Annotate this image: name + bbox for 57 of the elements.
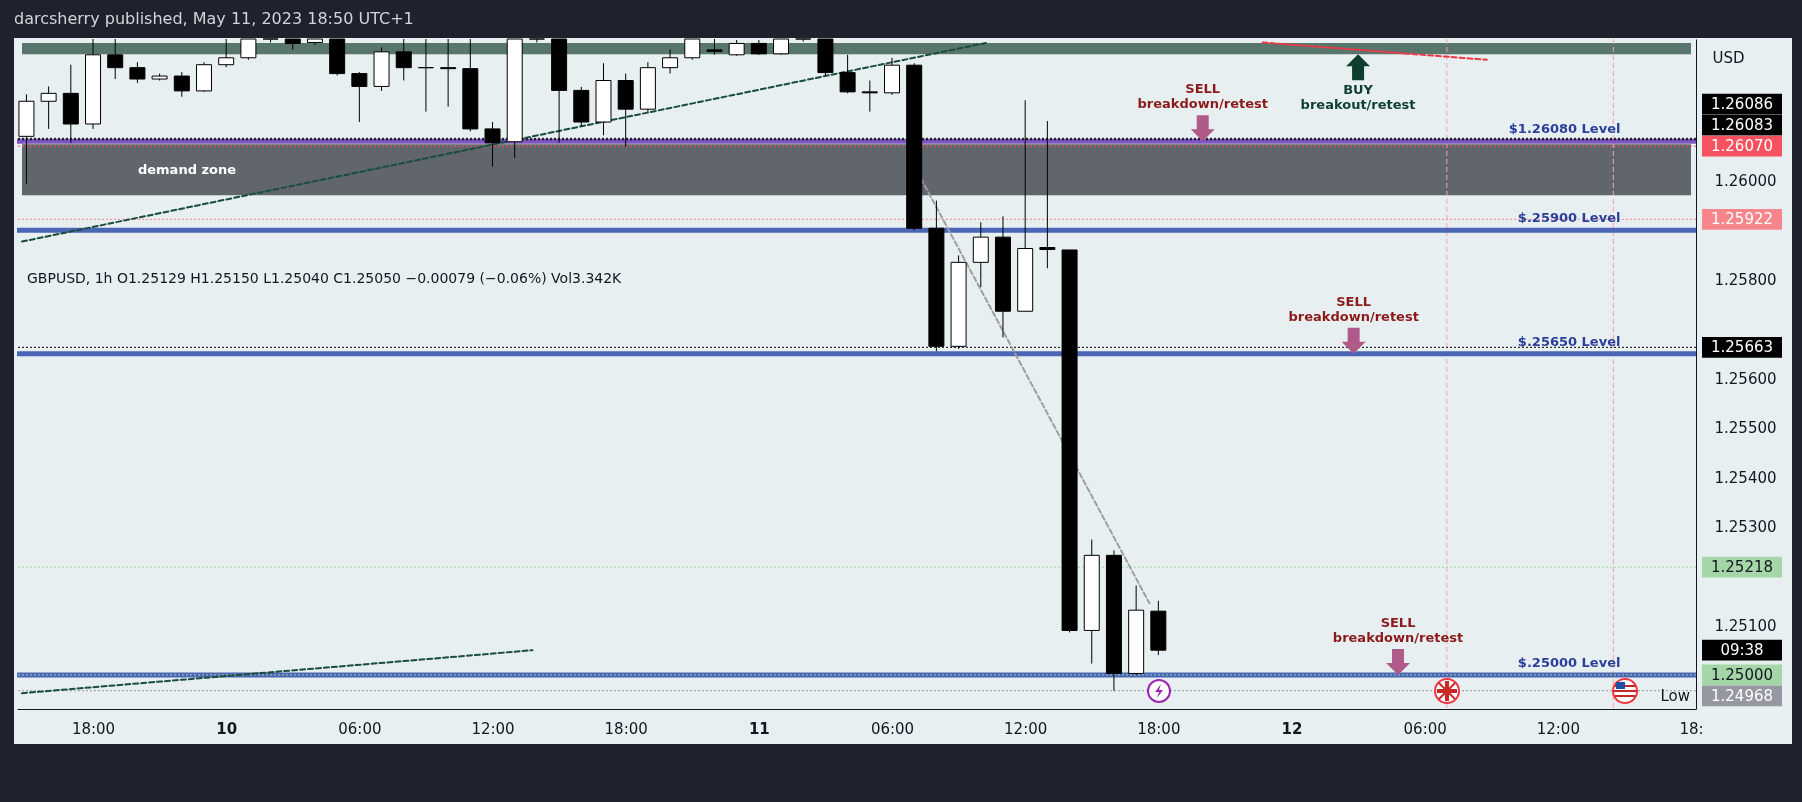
x-tick-label: 18: <box>1679 719 1704 738</box>
candlestick <box>129 61 146 84</box>
x-tick-label: 11 <box>748 719 770 738</box>
ref-line-label: 1.25663 <box>1710 338 1774 357</box>
candlestick <box>861 80 878 113</box>
x-tick-label: 10 <box>216 719 238 738</box>
x-tick-label: 18:00 <box>71 719 116 738</box>
candlestick <box>173 71 190 98</box>
candlestick <box>40 85 57 130</box>
candlestick <box>218 38 235 68</box>
ref-line-label: $1.26080 Level <box>1508 121 1621 137</box>
y-tick-label: 1.26000 <box>1714 172 1777 191</box>
ref-line-label: $.25650 Level <box>1517 333 1621 349</box>
chart-title: darcsherry published, May 11, 2023 18:50 UTC+1 <box>13 8 415 30</box>
candlestick <box>417 38 434 113</box>
candlestick <box>240 38 257 61</box>
y-tick-label: 1.25600 <box>1714 369 1777 388</box>
text: 09:38 <box>1720 641 1764 660</box>
x-tick-label: 18:00 <box>604 719 648 738</box>
ref-line-label: 1.25922 <box>1710 210 1774 229</box>
candlestick <box>528 38 545 43</box>
x-tick-label: 06:00 <box>338 719 382 738</box>
candlestick <box>107 38 124 80</box>
candlestick <box>839 54 856 94</box>
ref-line-label: 1.25218 <box>1710 558 1774 577</box>
ref-line-label: $.25900 Level <box>1517 210 1621 226</box>
x-tick-label: 12:00 <box>1536 719 1580 738</box>
candlestick <box>440 38 457 108</box>
y-tick-label: 1.25300 <box>1714 518 1777 537</box>
x-tick-label: 12 <box>1281 719 1303 738</box>
y-tick-label: 1.25800 <box>1714 271 1777 290</box>
annotation: BUY breakout/retest <box>1300 82 1416 113</box>
ref-line-label: 1.26070 <box>1710 137 1774 156</box>
x-tick-label: 12:00 <box>471 719 515 738</box>
candlestick <box>395 38 412 81</box>
annotation: GBPUSD, 1h O1.25129 H1.25150 L1.25040 C1.25050 −0.00079 (−0.06%) Vol3.342K <box>27 270 623 286</box>
x-tick-label: 06:00 <box>1403 719 1447 738</box>
candlestick <box>351 71 368 123</box>
ref-line-label: 1.24968 <box>1710 686 1774 705</box>
x-tick-label: 12:00 <box>1004 719 1048 738</box>
y-tick-label: 1.25500 <box>1714 419 1777 438</box>
y-axis-title: USD <box>1712 48 1745 67</box>
candlestick <box>662 48 679 75</box>
ref-line-label: 1.26083 <box>1710 116 1774 135</box>
candlestick <box>684 38 701 61</box>
annotation: Low <box>1660 686 1690 705</box>
x-tick-label: 18:00 <box>1137 719 1181 738</box>
ref-line-label: $.25000 Level <box>1517 654 1621 670</box>
annotation: SELL breakdown/retest <box>1332 614 1464 645</box>
x-tick-label: 06:00 <box>870 719 915 738</box>
y-tick-label: 1.25100 <box>1714 617 1777 635</box>
ref-line-label: 1.25000 <box>1710 665 1774 684</box>
ref-line-label: 1.26086 <box>1710 95 1774 114</box>
band-label: demand zone <box>137 161 237 177</box>
annotation: SELL breakdown/retest <box>1288 293 1419 324</box>
annotation: SELL breakdown/retest <box>1137 81 1268 112</box>
y-tick-label: 1.25400 <box>1714 468 1777 487</box>
